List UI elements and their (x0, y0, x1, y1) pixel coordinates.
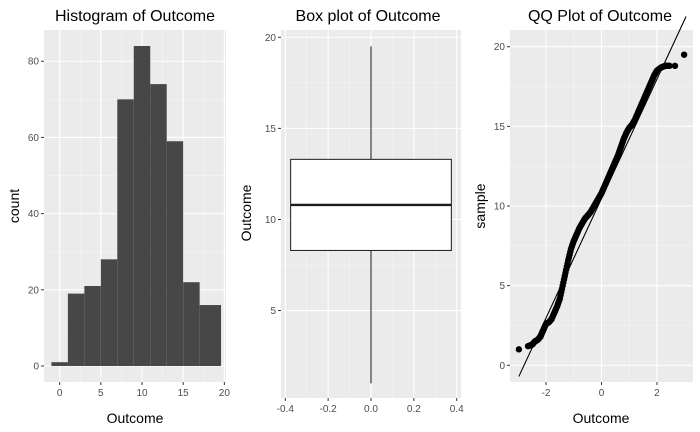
histogram-panel: Histogram of Outcome 0 5 10 15 20 020406080 … (6, 8, 230, 426)
qqplot-x-axis-title: Outcome (573, 410, 630, 426)
histogram-y-axis-title: count (6, 189, 22, 223)
qqplot-y-tick-label: 15 (494, 122, 506, 133)
qqplot-y-tick-label: 20 (494, 42, 506, 53)
qqplot-points (515, 51, 688, 353)
boxplot-title: Box plot of Outcome (296, 8, 441, 25)
boxplot-glyph (290, 46, 452, 384)
histogram-x-tick-label: 20 (219, 388, 231, 399)
qqplot-x-tick-label: -2 (542, 388, 551, 399)
qqplot-x-tick-label: 0 (599, 388, 605, 399)
histogram-x-tick-label: 0 (57, 388, 63, 399)
qqplot-y-tick-label: 5 (499, 281, 505, 292)
boxplot-y-tick-label: 10 (265, 215, 277, 226)
histogram-bar (84, 286, 101, 366)
qqplot-y-tick-label: 0 (499, 361, 505, 372)
qqplot-y-axis-title: sample (472, 183, 488, 228)
histogram-x-axis-title: Outcome (107, 410, 164, 426)
histogram-y-tick-label: 40 (28, 209, 40, 220)
boxplot-y-tick-label: 20 (265, 33, 277, 44)
qqplot-point (671, 62, 679, 70)
qqplot-y-tick-label: 10 (494, 202, 506, 213)
boxplot-x-tick-label: -0.4 (277, 404, 295, 415)
histogram-bar (100, 259, 118, 366)
histogram-x-ticks: 0 5 10 15 20 (57, 382, 230, 399)
histogram-x-tick-label: 10 (136, 388, 148, 399)
histogram-bar (133, 46, 151, 366)
histogram-bar (51, 362, 68, 366)
boxplot-y-tick-label: 5 (270, 306, 276, 317)
boxplot-panel: Box plot of Outcome -0.4 -0.2 0.0 0.2 0.4 5 1… (238, 8, 464, 415)
qqplot-point (666, 62, 673, 70)
qqplot-title: QQ Plot of Outcome (528, 8, 672, 25)
qqplot-point (515, 346, 523, 353)
histogram-bar (166, 141, 184, 366)
histogram-x-tick-label: 5 (98, 388, 104, 399)
histogram-bar (183, 282, 200, 366)
histogram-bar (150, 84, 167, 366)
boxplot-x-tick-label: 0.4 (450, 404, 464, 415)
histogram-bar (117, 99, 134, 366)
histogram-x-tick-label: 15 (178, 388, 190, 399)
histogram-y-tick-label: 60 (28, 133, 40, 144)
boxplot-x-tick-label: -0.2 (320, 404, 338, 415)
histogram-bars (51, 46, 222, 366)
histogram-y-ticks: 0 20 40 60 80 (28, 57, 44, 373)
qqplot-x-tick-label: 2 (654, 388, 660, 399)
histogram-bar (67, 293, 85, 366)
qqplot-y-ticks: 0 5 10 15 20 (494, 42, 510, 372)
histogram-title: Histogram of Outcome (55, 8, 215, 25)
histogram-y-tick-label: 20 (28, 285, 40, 296)
qqplot-grid (510, 30, 693, 382)
boxplot-x-ticks: -0.4 -0.2 0.0 0.2 0.4 (277, 398, 464, 415)
boxplot-x-tick-label: 0.0 (364, 404, 378, 415)
histogram-bar (199, 305, 222, 366)
qqplot-x-ticks: -2 0 2 (542, 382, 660, 399)
histogram-y-tick-label: 80 (28, 57, 40, 68)
qqplot-panel: QQ Plot of Outcome -2 0 2 0 5 10 15 20 Outcome… (472, 8, 693, 426)
boxplot-y-ticks: 5 10 15 20 (265, 33, 281, 317)
boxplot-y-axis-title: Outcome (238, 184, 254, 241)
histogram-y-tick-label: 0 (33, 362, 39, 373)
qqplot-point (680, 51, 688, 58)
boxplot-y-tick-label: 15 (265, 124, 277, 135)
boxplot-x-tick-label: 0.2 (407, 404, 421, 415)
